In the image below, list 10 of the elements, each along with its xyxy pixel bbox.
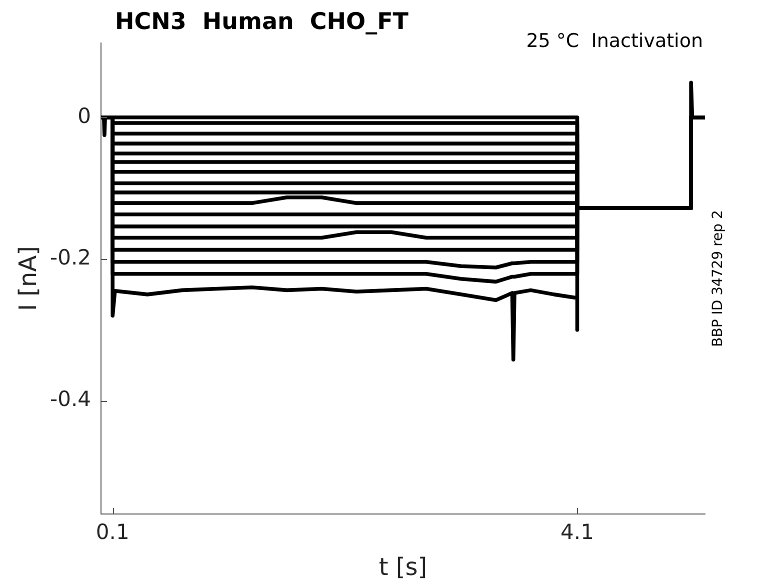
chart-subtitle: 25 °C Inactivation — [526, 30, 703, 52]
x-axis-title: t [s] — [378, 553, 428, 581]
text: BBP ID 34729 rep 2 — [710, 210, 726, 347]
x-tick-label: 0.1 — [96, 520, 130, 544]
y-axis-title: I [nA] — [14, 246, 42, 312]
x-tick-label: 4.1 — [560, 520, 594, 544]
y-tick-label: -0.2 — [50, 245, 91, 270]
y-tick-label: 0 — [78, 104, 91, 128]
y-tick-label: -0.4 — [50, 387, 91, 412]
chart-title: HCN3 Human CHO_FT — [115, 9, 409, 35]
